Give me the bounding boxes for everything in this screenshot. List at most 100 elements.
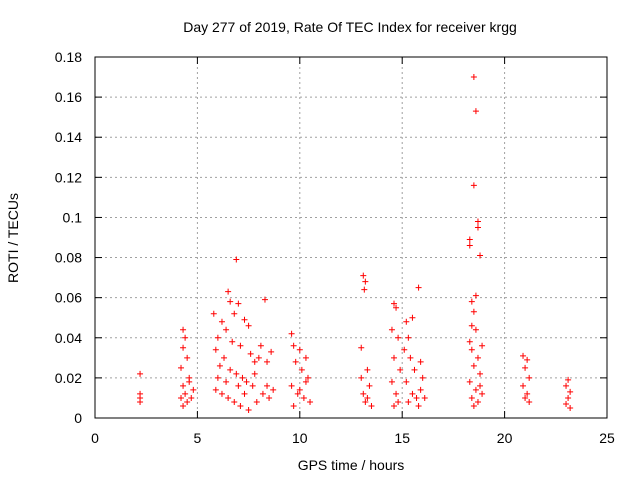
data-point xyxy=(210,310,217,317)
data-point xyxy=(231,398,238,405)
data-point xyxy=(360,390,367,397)
grid-lines xyxy=(95,57,607,418)
data-point xyxy=(241,390,248,397)
data-point xyxy=(235,300,242,307)
data-point xyxy=(411,366,418,373)
data-point xyxy=(251,370,258,377)
y-tick-label: 0.08 xyxy=(55,250,82,266)
data-point xyxy=(247,350,254,357)
data-point xyxy=(466,242,473,249)
data-point xyxy=(413,394,420,401)
data-point xyxy=(526,374,533,381)
data-point xyxy=(212,386,219,393)
data-point xyxy=(302,378,309,385)
data-point xyxy=(468,394,475,401)
data-point xyxy=(474,398,481,405)
data-point xyxy=(388,326,395,333)
data-point xyxy=(249,382,256,389)
data-point xyxy=(292,358,299,365)
data-point xyxy=(223,326,230,333)
data-point xyxy=(237,342,244,349)
data-point xyxy=(188,394,195,401)
y-tick-labels: 0 0.02 0.04 0.06 0.08 0.1 0.12 0.14 0.16 0.18 xyxy=(55,49,82,426)
data-point xyxy=(391,354,398,361)
data-point xyxy=(520,352,527,359)
data-point xyxy=(526,398,533,405)
data-point xyxy=(233,256,240,263)
data-point xyxy=(419,374,426,381)
data-point xyxy=(214,374,221,381)
data-point xyxy=(366,382,373,389)
data-point xyxy=(565,394,572,401)
x-tick-label: 25 xyxy=(599,430,615,446)
data-point xyxy=(300,394,307,401)
data-point xyxy=(403,318,410,325)
data-point xyxy=(466,236,473,243)
chart-title: Day 277 of 2019, Rate Of TEC Index for r… xyxy=(183,19,517,35)
data-point xyxy=(388,378,395,385)
data-point xyxy=(241,316,248,323)
data-point xyxy=(472,108,479,115)
y-tick-label: 0.12 xyxy=(55,169,82,185)
data-point xyxy=(358,344,365,351)
data-point xyxy=(264,358,271,365)
data-point xyxy=(304,374,311,381)
data-point xyxy=(415,284,422,291)
data-point xyxy=(251,358,258,365)
data-point xyxy=(360,272,367,279)
data-point xyxy=(137,370,144,377)
data-point xyxy=(407,354,414,361)
data-point xyxy=(415,402,422,409)
data-point xyxy=(227,366,234,373)
data-point xyxy=(474,354,481,361)
data-point xyxy=(182,334,189,341)
data-point xyxy=(261,296,268,303)
data-point xyxy=(362,278,369,285)
data-point xyxy=(405,398,412,405)
data-point xyxy=(178,394,185,401)
data-point xyxy=(214,334,221,341)
data-point xyxy=(409,314,416,321)
data-points xyxy=(137,74,574,413)
data-point xyxy=(266,394,273,401)
data-point xyxy=(368,402,375,409)
data-point xyxy=(288,382,295,389)
data-point xyxy=(393,304,400,311)
data-point xyxy=(417,358,424,365)
data-point xyxy=(270,386,277,393)
data-point xyxy=(472,386,479,393)
data-point xyxy=(401,346,408,353)
data-point xyxy=(524,390,531,397)
data-point xyxy=(364,366,371,373)
data-point xyxy=(524,356,531,363)
data-point xyxy=(466,338,473,345)
data-point xyxy=(268,348,275,355)
data-point xyxy=(470,182,477,189)
data-point xyxy=(563,382,570,389)
data-point xyxy=(225,394,232,401)
data-point xyxy=(479,342,486,349)
x-tick-label: 5 xyxy=(194,430,202,446)
data-point xyxy=(474,218,481,225)
data-point xyxy=(466,378,473,385)
data-point xyxy=(563,400,570,407)
y-tick-label: 0.02 xyxy=(55,370,82,386)
data-point xyxy=(409,390,416,397)
x-tick-label: 15 xyxy=(394,430,410,446)
data-point xyxy=(479,390,486,397)
data-point xyxy=(470,402,477,409)
data-point xyxy=(405,334,412,341)
data-point xyxy=(180,402,187,409)
data-point xyxy=(468,298,475,305)
y-tick-label: 0.04 xyxy=(55,330,82,346)
data-point xyxy=(233,370,240,377)
data-point xyxy=(468,346,475,353)
data-point xyxy=(288,330,295,337)
data-point xyxy=(477,252,484,259)
data-point xyxy=(216,362,223,369)
data-point xyxy=(302,354,309,361)
data-point xyxy=(212,346,219,353)
data-point xyxy=(565,376,572,383)
data-point xyxy=(362,398,369,405)
